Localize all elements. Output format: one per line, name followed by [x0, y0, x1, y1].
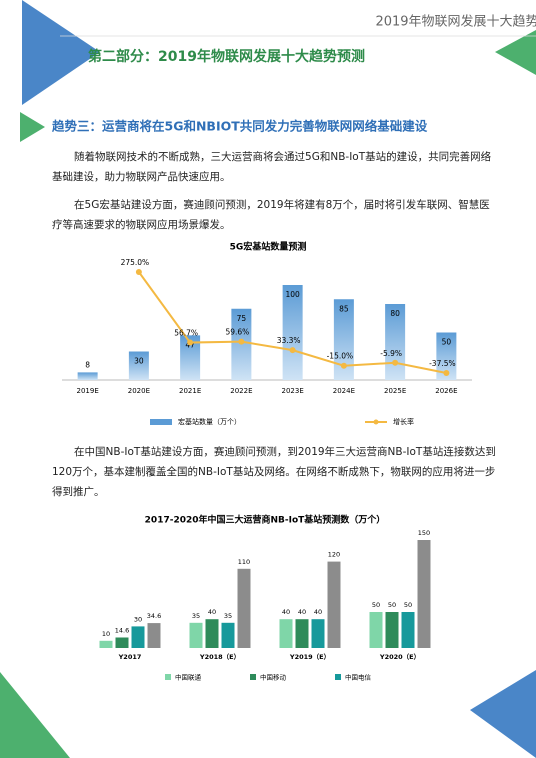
section-title: 第二部分：2019年物联网发展十大趋势预测	[88, 48, 365, 65]
data-label: 30	[134, 357, 144, 366]
bar	[417, 540, 431, 648]
data-label: -37.5%	[429, 359, 456, 368]
bar	[221, 622, 235, 648]
data-label: 8	[85, 360, 90, 369]
legend-label: 中国移动	[260, 673, 287, 682]
bar	[115, 637, 129, 648]
header-title: 2019年物联网发展十大趋势预测	[375, 14, 536, 30]
bar	[77, 372, 98, 380]
data-label: 150	[418, 529, 430, 537]
paragraph: 在中国NB-IoT基站建设方面，赛迪顾问预测，到2019年三大运营商NB-IoT…	[52, 446, 496, 498]
bar	[99, 640, 113, 648]
bar	[295, 619, 309, 648]
data-label: 100	[285, 290, 300, 299]
data-label: 35	[224, 612, 232, 620]
x-tick-label: Y2017	[118, 653, 142, 661]
data-label: 14.6	[115, 626, 129, 634]
data-label: 50	[404, 601, 412, 609]
x-tick-label: 2023E	[282, 387, 304, 395]
data-label: 30	[134, 615, 142, 623]
paragraph: 在5G宏基站建设方面，赛迪顾问预测，2019年将建有8万个，届时将引发车联网、智…	[52, 199, 490, 231]
data-label: 50	[388, 601, 396, 609]
bar	[333, 299, 354, 380]
legend-label: 中国联通	[175, 673, 202, 682]
decor-triangle	[20, 112, 45, 142]
bar	[205, 619, 219, 648]
data-label: 40	[208, 608, 216, 616]
legend-label: 中国电信	[345, 673, 372, 682]
x-tick-label: 2025E	[384, 387, 406, 395]
bar	[311, 619, 325, 648]
point	[392, 359, 399, 366]
bar	[279, 619, 293, 648]
x-tick-label: 2024E	[333, 387, 355, 395]
bar	[189, 622, 203, 648]
data-label: 33.3%	[277, 336, 301, 345]
data-label: 50	[372, 601, 380, 609]
bar	[180, 335, 201, 380]
bar	[327, 561, 341, 648]
data-label: 275.0%	[121, 258, 150, 267]
data-label: 56.7%	[174, 329, 198, 338]
data-label: 75	[237, 314, 247, 323]
data-label: 40	[298, 608, 306, 616]
legend-swatch	[165, 674, 171, 680]
data-label: 35	[192, 612, 200, 620]
legend-swatch	[335, 674, 341, 680]
x-tick-label: 2021E	[179, 387, 201, 395]
legend-swatch	[250, 674, 256, 680]
data-label: 10	[102, 630, 110, 638]
data-label: 120	[328, 551, 340, 559]
data-label: 80	[390, 309, 400, 318]
bar	[369, 612, 383, 648]
x-tick-label: Y2018（E）	[199, 653, 240, 661]
bar	[282, 285, 303, 380]
bar	[131, 626, 145, 648]
data-label: 85	[339, 304, 349, 313]
x-tick-label: Y2019（E）	[289, 653, 330, 661]
data-label: 34.6	[147, 612, 161, 620]
legend-swatch	[150, 419, 172, 425]
point	[135, 269, 142, 275]
bar	[128, 351, 149, 380]
legend-swatch	[373, 419, 379, 425]
bar	[237, 568, 251, 648]
point	[238, 338, 245, 345]
x-tick-label: Y2020（E）	[379, 653, 420, 661]
bar	[401, 612, 415, 648]
chart-title: 5G宏基站数量预测	[230, 241, 307, 253]
bar	[385, 612, 399, 648]
data-label: 40	[282, 608, 290, 616]
paragraph: 随着物联网技术的不断成熟，三大运营商将会通过5G和NB-IoT基站的建设，共同完…	[52, 151, 492, 183]
legend-label: 宏基站数量（万个）	[178, 417, 241, 426]
point	[340, 362, 347, 369]
x-tick-label: 2019E	[77, 387, 99, 395]
subsection-title: 趋势三：运营商将在5G和NBIOT共同发力完善物联网网络基础建设	[52, 119, 428, 134]
data-label: -5.9%	[380, 349, 402, 358]
point	[443, 370, 450, 376]
legend-label: 增长率	[393, 417, 414, 426]
point	[289, 347, 296, 354]
bar	[385, 304, 406, 380]
chart: 5G宏基站数量预测 2019E 2020E 2021E 2022E 2023E 2024E…	[62, 241, 472, 426]
decor-triangle	[495, 30, 536, 75]
decor-triangle	[22, 0, 100, 105]
data-label: 59.6%	[225, 328, 249, 337]
chart: 2017-2020年中国三大运营商NB-IoT基站预测数（万个） Y2017 Y2…	[99, 514, 431, 682]
data-label: 50	[442, 338, 452, 347]
bar	[436, 332, 457, 380]
x-tick-label: 2020E	[128, 387, 150, 395]
point	[187, 339, 194, 346]
chart-title: 2017-2020年中国三大运营商NB-IoT基站预测数（万个）	[145, 514, 386, 526]
data-label: 110	[238, 558, 250, 566]
bar	[147, 623, 161, 648]
decor-triangle	[470, 670, 536, 758]
data-label: -15.0%	[327, 352, 354, 361]
decor-triangle	[0, 672, 70, 758]
x-tick-label: 2026E	[435, 387, 457, 395]
x-tick-label: 2022E	[230, 387, 252, 395]
data-label: 40	[314, 608, 322, 616]
